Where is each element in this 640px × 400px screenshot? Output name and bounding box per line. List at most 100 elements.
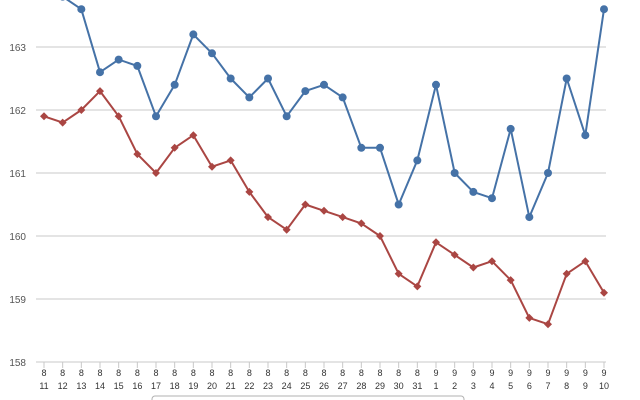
series-red-point [301,200,310,209]
x-tick-month: 9 [583,368,588,378]
x-tick-month: 8 [265,368,270,378]
x-tick-day: 12 [58,381,68,391]
series-red-point [114,112,123,121]
series-blue-point [469,187,478,196]
series-blue-point [114,55,123,64]
x-tick-month: 8 [228,368,233,378]
series-red-point [58,118,67,127]
series-red-point [264,213,272,222]
x-tick-month: 8 [396,368,401,378]
y-tick-label: 159 [9,295,26,306]
series-red-point [413,282,422,291]
series-red-point [208,162,216,171]
x-tick-month: 9 [564,368,569,378]
series-red-point [525,313,534,322]
x-tick-month: 9 [489,368,494,378]
x-tick-month: 8 [284,368,289,378]
legend-box [151,395,465,400]
x-tick-month: 8 [415,368,420,378]
y-tick-label: 161 [9,169,26,180]
series-blue-point [245,93,254,102]
x-tick-day: 31 [412,381,422,391]
x-tick-day: 7 [545,381,550,391]
series-red-point [338,213,347,222]
series-blue-point [544,169,552,177]
series-red-point [226,156,235,165]
x-tick-month: 8 [247,368,252,378]
series-red-point [245,187,254,196]
x-tick-day: 28 [356,381,366,391]
x-tick-month: 8 [191,368,196,378]
series-blue-point [413,156,422,165]
x-tick-day: 29 [375,381,385,391]
x-tick-day: 15 [114,381,124,391]
series-blue-point [264,74,272,83]
x-tick-day: 6 [527,381,532,391]
x-tick-month: 8 [41,368,46,378]
x-tick-day: 20 [207,381,217,391]
series-blue [60,0,608,222]
x-tick-month: 8 [303,368,308,378]
series-blue-point [320,80,328,89]
series-red-point [357,219,366,228]
x-tick-day: 26 [319,381,329,391]
series-blue-point [450,169,459,177]
series-blue-point [282,112,291,121]
series-blue-point [506,124,515,133]
series-blue-point [189,30,198,39]
series-red-point [562,269,571,278]
x-tick-day: 23 [263,381,273,391]
x-tick-day: 14 [95,381,105,391]
series-red-point [488,257,496,266]
x-tick-day: 10 [599,381,609,391]
series-red-point [320,206,328,215]
series-blue-point [208,49,216,58]
x-tick-day: 8 [564,381,569,391]
x-tick-month: 8 [153,368,158,378]
x-tick-month: 9 [527,368,532,378]
x-tick-day: 24 [282,381,292,391]
series-red-point [170,143,179,152]
series-blue-point [600,5,608,14]
series-red-point [581,257,590,266]
x-tick-day: 13 [76,381,86,391]
y-tick-label: 163 [9,43,26,54]
x-tick-month: 9 [545,368,550,378]
series-red-point [506,276,515,285]
series-red-point [432,238,440,247]
x-tick-day: 30 [394,381,404,391]
series-red-point [40,112,48,121]
series-blue-point [133,61,142,70]
series-blue-point [562,74,571,83]
series-red-point [152,169,160,177]
series-red-point [77,106,86,114]
series-blue-point [581,131,590,140]
x-tick-month: 8 [172,368,177,378]
x-axis: 8118128138148158168178188198208218228238… [39,362,609,391]
x-tick-month: 8 [209,368,214,378]
series-red-point [450,250,459,259]
series-blue-point [60,0,65,1]
series-red-point [376,232,384,240]
series-blue-point [301,87,310,96]
x-tick-month: 8 [359,368,364,378]
series-blue-point [170,80,179,89]
series-red-point [133,150,142,159]
x-tick-month: 9 [601,368,606,378]
x-tick-month: 8 [321,368,326,378]
x-tick-month: 9 [471,368,476,378]
x-tick-day: 2 [452,381,457,391]
x-tick-day: 11 [39,381,48,391]
series-blue-line [65,0,605,219]
x-tick-day: 5 [508,381,513,391]
y-axis: 158 159 160 161 162 163 [9,43,26,369]
series-red-point [469,263,478,272]
series-blue-point [525,213,534,222]
x-tick-day: 21 [226,381,236,391]
grid-layer [36,46,606,363]
series-red-point [600,288,608,297]
x-tick-day: 27 [338,381,348,391]
x-tick-month: 8 [377,368,382,378]
y-tick-label: 158 [9,358,26,369]
series-blue-point [394,200,403,209]
